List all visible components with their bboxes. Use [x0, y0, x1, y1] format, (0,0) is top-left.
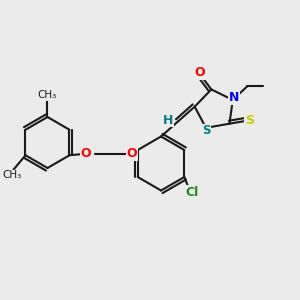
Text: H: H [163, 114, 173, 127]
Text: CH₃: CH₃ [2, 170, 22, 180]
Text: S: S [245, 114, 254, 127]
Text: Cl: Cl [186, 185, 199, 199]
Text: O: O [127, 147, 137, 160]
Text: O: O [81, 147, 91, 160]
Text: CH₃: CH₃ [38, 90, 57, 100]
Text: O: O [195, 66, 205, 79]
Text: N: N [229, 91, 239, 104]
Text: S: S [202, 124, 210, 137]
